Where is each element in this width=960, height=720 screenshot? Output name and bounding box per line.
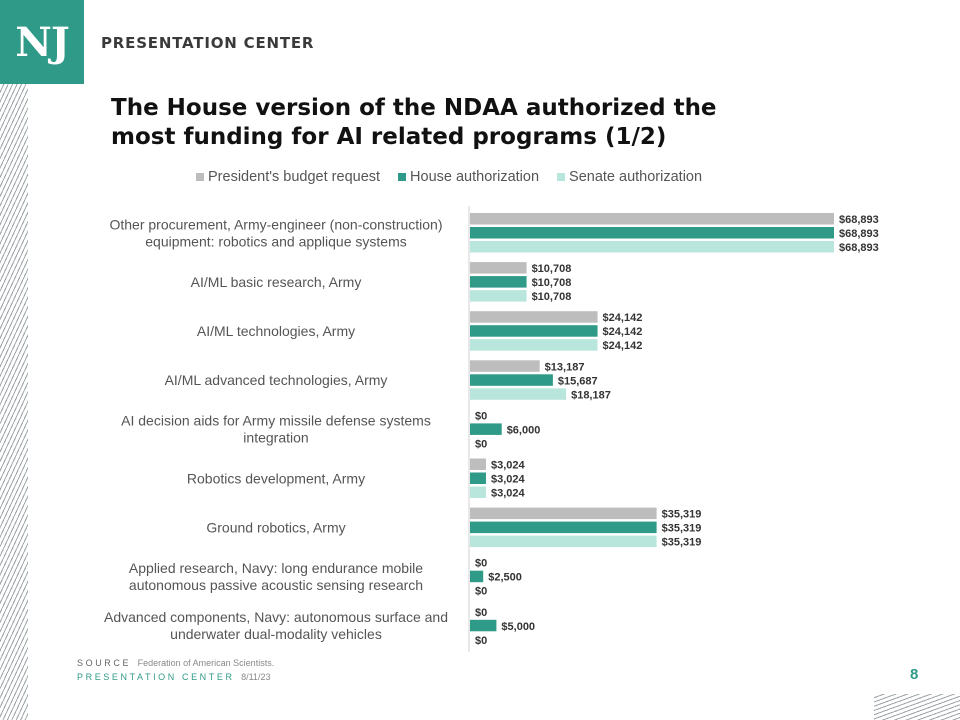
- data-label: $3,024: [491, 460, 526, 472]
- data-label: $3,024: [491, 474, 526, 486]
- bar: [470, 388, 567, 400]
- data-label: $3,024: [491, 488, 526, 500]
- left-hatch-decoration: [0, 84, 28, 720]
- data-label: $0: [475, 607, 487, 619]
- legend-label-house: House authorization: [410, 169, 540, 185]
- legend-swatch-senate: [557, 173, 566, 181]
- footer-presentation-center: PRESENTATION CENTER 8/11/23: [77, 672, 270, 682]
- data-label: $68,893: [839, 214, 879, 226]
- bar: [470, 241, 834, 253]
- category-label: AI/ML advanced technologies, Army: [165, 372, 388, 388]
- data-label: $10,708: [532, 263, 572, 275]
- legend-label-senate: Senate authorization: [569, 169, 703, 185]
- category-label-line: AI/ML advanced technologies, Army: [165, 372, 388, 388]
- footer-source: SOURCE Federation of American Scientists…: [77, 658, 274, 668]
- category-label-line: AI/ML basic research, Army: [191, 274, 362, 290]
- data-label: $68,893: [839, 242, 879, 254]
- category-label-line: Applied research, Navy: long endurance m…: [129, 560, 423, 576]
- bar: [470, 311, 598, 323]
- slide-title-line-2: most funding for AI related programs (1/…: [111, 124, 667, 150]
- data-label: $6,000: [507, 424, 541, 436]
- category-label-line: AI decision aids for Army missile defens…: [121, 413, 431, 429]
- data-label: $35,319: [662, 509, 702, 521]
- bar: [470, 227, 834, 239]
- legend-swatch-president: [196, 173, 204, 181]
- bar: [470, 423, 502, 435]
- legend-item-house: House authorization: [398, 169, 539, 185]
- data-label: $0: [475, 586, 487, 598]
- legend-swatch-house: [398, 173, 407, 181]
- slide-title-line-1: The House version of the NDAA authorized…: [111, 95, 717, 121]
- category-label: Applied research, Navy: long endurance m…: [129, 560, 423, 593]
- data-label: $10,708: [532, 277, 572, 289]
- data-label: $0: [475, 635, 487, 647]
- data-label: $10,708: [532, 291, 572, 303]
- bar: [470, 276, 527, 288]
- data-label: $18,187: [571, 389, 611, 401]
- bar: [470, 360, 540, 372]
- category-label-line: equipment: robotics and applique systems: [145, 233, 406, 249]
- data-label: $24,142: [603, 340, 643, 352]
- bar: [470, 521, 657, 534]
- data-label: $24,142: [603, 312, 643, 324]
- data-label: $35,319: [662, 523, 702, 535]
- legend-item-president: President's budget request: [196, 169, 380, 185]
- data-label: $0: [475, 410, 487, 422]
- footer-pc-key: PRESENTATION CENTER: [77, 672, 235, 682]
- bar: [470, 619, 497, 632]
- data-label: $24,142: [603, 326, 643, 338]
- data-label: $0: [475, 558, 487, 570]
- category-label-line: Ground robotics, Army: [206, 519, 345, 535]
- data-label: $2,500: [488, 572, 522, 584]
- legend-label-president: President's budget request: [208, 169, 381, 185]
- bar: [470, 486, 486, 498]
- bar: [470, 213, 834, 225]
- category-label-line: autonomous passive acoustic sensing rese…: [129, 577, 423, 593]
- logo-text: NJ: [15, 18, 69, 66]
- data-label: $35,319: [662, 537, 702, 549]
- bar: [470, 339, 598, 351]
- category-label-line: integration: [243, 430, 308, 446]
- bar: [470, 262, 527, 274]
- chart-legend: President's budget request House authori…: [196, 168, 720, 186]
- category-label-line: Advanced components, Navy: autonomous su…: [104, 609, 448, 625]
- category-label-line: underwater dual-modality vehicles: [170, 626, 382, 642]
- category-label: Other procurement, Army-engineer (non-co…: [109, 216, 442, 249]
- bar: [470, 325, 598, 337]
- bar: [470, 570, 484, 583]
- category-label-line: AI/ML technologies, Army: [197, 323, 355, 339]
- data-label: $15,687: [558, 375, 598, 387]
- bar: [470, 374, 553, 386]
- data-label: $68,893: [839, 228, 879, 240]
- category-label: Advanced components, Navy: autonomous su…: [104, 609, 448, 642]
- category-label-line: Other procurement, Army-engineer (non-co…: [109, 216, 442, 232]
- brand-label: PRESENTATION CENTER: [101, 34, 315, 52]
- category-label: AI/ML basic research, Army: [191, 274, 362, 290]
- bar: [470, 458, 486, 470]
- nj-logo: NJ: [0, 0, 84, 84]
- legend-item-senate: Senate authorization: [557, 169, 702, 185]
- bar: [470, 290, 527, 302]
- page-number: 8: [910, 666, 919, 683]
- category-label: Robotics development, Army: [187, 470, 365, 486]
- footer-source-text: Federation of American Scientists.: [137, 658, 275, 668]
- category-label: Ground robotics, Army: [206, 519, 345, 535]
- category-label: AI decision aids for Army missile defens…: [121, 413, 431, 446]
- data-label: $0: [475, 438, 487, 450]
- category-label-line: Robotics development, Army: [187, 470, 365, 486]
- data-label: $13,187: [545, 361, 585, 373]
- footer-date: 8/11/23: [241, 672, 271, 682]
- footer-source-key: SOURCE: [77, 658, 132, 668]
- bar: [470, 472, 486, 484]
- category-label: AI/ML technologies, Army: [197, 323, 355, 339]
- bar: [470, 507, 657, 520]
- bar: [470, 535, 657, 548]
- data-label: $5,000: [501, 621, 535, 633]
- bottom-right-hatch-decoration: [874, 694, 960, 720]
- slide-title: The House version of the NDAA authorized…: [111, 94, 871, 152]
